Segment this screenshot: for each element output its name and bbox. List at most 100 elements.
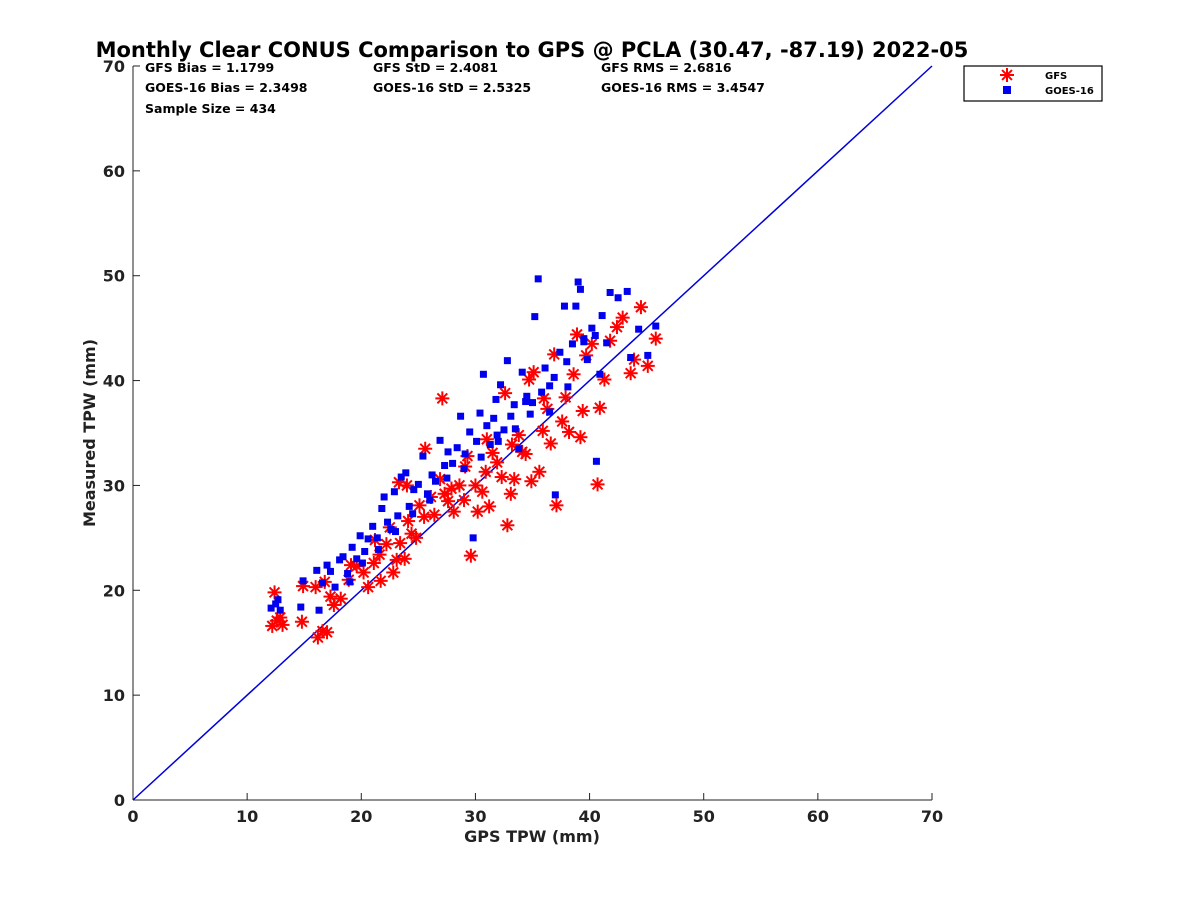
goes-16-point <box>534 275 542 283</box>
chart-title: Monthly Clear CONUS Comparison to GPS @ … <box>96 38 969 62</box>
goes-16-point <box>583 356 591 364</box>
goes-16-point <box>331 583 339 591</box>
gfs-point <box>498 386 513 401</box>
y-axis-label: Measured TPW (mm) <box>80 339 99 527</box>
gfs-point <box>393 536 408 551</box>
goes-16-point <box>574 278 582 286</box>
goes-16-point <box>564 383 572 391</box>
gfs-point <box>555 414 570 429</box>
gfs-point <box>463 548 478 563</box>
gfs-point <box>562 424 577 439</box>
gfs-point <box>452 478 467 493</box>
legend-goes-16-label: GOES-16 <box>1045 86 1094 97</box>
goes-16-point <box>274 596 282 604</box>
goes-16-point <box>457 412 465 420</box>
gfs-point <box>549 498 564 513</box>
gfs-point <box>570 327 585 342</box>
goes-16-point <box>414 480 422 488</box>
gfs-point <box>457 493 472 508</box>
gfs-point <box>592 400 607 415</box>
x-tick-label: 50 <box>693 807 715 826</box>
gfs-point <box>558 390 573 405</box>
goes-16-point <box>627 354 635 362</box>
gfs-point <box>648 331 663 346</box>
legend-goes-16-marker <box>1003 86 1011 94</box>
gfs-point <box>427 507 442 522</box>
goes-16-point <box>380 493 388 501</box>
goes-16-point <box>272 600 280 608</box>
gfs-point <box>535 423 550 438</box>
goes-16-point <box>369 522 377 530</box>
goes-16-point <box>652 322 660 330</box>
y-tick-label: 0 <box>114 791 125 810</box>
gfs-point <box>507 472 522 487</box>
axis-ticks: 0 10 20 30 40 50 60 70 0 10 20 30 40 50 60 70 <box>103 57 943 826</box>
goes-16-point <box>373 534 381 542</box>
goes-16-point <box>431 477 439 485</box>
goes-16-point <box>460 465 468 473</box>
stat-sample-size: Sample Size = 434 <box>145 101 276 116</box>
goes-16-point <box>603 339 611 347</box>
goes-16-point <box>323 561 331 569</box>
goes-16-point <box>374 545 382 553</box>
legend-box <box>963 65 1103 102</box>
legend-gfs-label: GFS <box>1045 71 1067 82</box>
stat-gfs-rms: GFS RMS = 2.6816 <box>601 60 732 75</box>
gfs-point <box>475 484 490 499</box>
gfs-point <box>417 509 432 524</box>
goes-16-point <box>449 459 457 467</box>
gfs-point <box>366 556 381 571</box>
goes-16-point <box>479 370 487 378</box>
goes-16-point <box>378 504 386 512</box>
x-tick-label: 40 <box>578 807 600 826</box>
goes-16-point <box>511 425 519 433</box>
goes-16-point <box>397 473 405 481</box>
goes-16-point <box>476 409 484 417</box>
gfs-point <box>500 518 515 533</box>
goes-16-point <box>580 338 588 346</box>
gfs-point <box>386 565 401 580</box>
goes-16-point <box>297 603 305 611</box>
stat-goes-std: GOES-16 StD = 2.5325 <box>373 80 531 95</box>
goes-16-point <box>515 445 523 453</box>
goes-16-point <box>402 469 410 477</box>
goes-16-point <box>541 364 549 372</box>
one-to-one-reference-line <box>132 65 933 801</box>
goes-16-point <box>409 510 417 518</box>
goes-16-point <box>510 401 518 409</box>
goes-16-point <box>572 302 580 310</box>
y-tick-label: 50 <box>103 267 125 286</box>
goes-16-point <box>318 579 326 587</box>
gfs-point <box>566 367 581 382</box>
goes-16-point <box>503 357 511 365</box>
stat-goes-bias: GOES-16 Bias = 2.3498 <box>145 80 307 95</box>
stat-gfs-std: GFS StD = 2.4081 <box>373 60 498 75</box>
gfs-point <box>401 514 416 529</box>
goes-16-point <box>591 331 599 339</box>
goes-16-point <box>353 555 361 563</box>
gfs-point <box>361 580 376 595</box>
stat-goes-rms: GOES-16 RMS = 3.4547 <box>601 80 765 95</box>
goes-16-point <box>443 474 451 482</box>
gfs-point <box>524 474 539 489</box>
x-tick-label: 30 <box>464 807 486 826</box>
goes-16-point <box>529 399 536 407</box>
y-tick-label: 40 <box>103 372 125 391</box>
gfs-point <box>478 464 493 479</box>
gfs-point <box>320 625 335 640</box>
gfs-point <box>490 455 505 470</box>
x-tick-label: 20 <box>350 807 372 826</box>
goes-16-point <box>346 578 354 586</box>
goes-16-point <box>473 437 481 445</box>
y-tick-label: 70 <box>103 57 125 76</box>
y-tick-label: 60 <box>103 162 125 181</box>
goes-16-point <box>428 471 436 479</box>
goes-16-point <box>426 496 434 504</box>
goes-16-point <box>507 412 515 420</box>
gfs-point <box>470 504 485 519</box>
goes-16-point <box>477 453 485 461</box>
goes-16-point <box>436 436 444 444</box>
gfs-point <box>504 437 519 452</box>
axes-frame <box>132 66 932 801</box>
series-gfs <box>265 300 663 645</box>
